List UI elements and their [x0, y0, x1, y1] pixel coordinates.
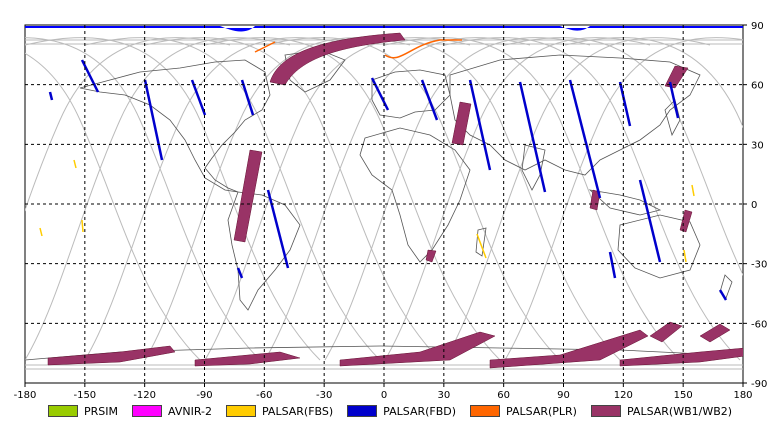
- legend-label: PALSAR(FBD): [383, 404, 457, 418]
- legend-item: PALSAR(FBS): [225, 404, 334, 418]
- legend-item: PALSAR(FBD): [347, 405, 456, 418]
- legend-swatch: [132, 405, 162, 417]
- lat-tick-label: -60: [751, 319, 767, 330]
- lon-tick-label: 180: [733, 390, 752, 401]
- fbs-strips: [39, 159, 695, 263]
- lon-tick-label: -150: [73, 390, 96, 401]
- lon-tick-label: 150: [674, 390, 693, 401]
- legend-label: PRSIM: [84, 404, 118, 418]
- lon-tick-label: 90: [557, 390, 570, 401]
- lon-tick-label: 0: [381, 390, 387, 401]
- legend-swatch: [470, 405, 501, 417]
- lon-tick-label: -90: [196, 390, 212, 401]
- legend: PRSIM AVNIR-2 PALSAR(FBS) PALSAR(FBD) PALSAR…: [48, 404, 746, 418]
- lat-tick-label: -90: [751, 379, 767, 390]
- lat-tick-label: -30: [751, 260, 767, 271]
- legend-item: PRSIM: [48, 405, 118, 418]
- legend-label: PALSAR(WB1/WB2): [626, 404, 733, 418]
- lat-tick-label: 30: [751, 140, 764, 151]
- legend-item: PALSAR(PLR): [470, 405, 577, 418]
- plr-strips: [254, 39, 462, 59]
- lon-tick-label: 120: [614, 390, 633, 401]
- legend-item: PALSAR(WB1/WB2): [590, 404, 733, 418]
- lat-tick-label: 0: [751, 200, 757, 211]
- lon-tick-label: 30: [437, 390, 450, 401]
- legend-item: AVNIR-2: [132, 405, 212, 418]
- lon-tick-label: 60: [497, 390, 510, 401]
- axis-ticks: [24, 24, 747, 387]
- map-plot-area: [24, 24, 744, 384]
- legend-label: PALSAR(FBS): [261, 404, 334, 418]
- legend-swatch: [347, 405, 378, 417]
- legend-label: AVNIR-2: [168, 404, 212, 418]
- legend-swatch: [225, 405, 256, 417]
- lon-tick-label: -60: [256, 390, 272, 401]
- legend-label: PALSAR(PLR): [506, 404, 577, 418]
- lon-tick-label: -120: [133, 390, 156, 401]
- lat-tick-label: 60: [751, 81, 764, 92]
- lon-tick-label: -180: [14, 390, 37, 401]
- lat-tick-label: 90: [751, 21, 764, 32]
- fbd-strips: [48, 59, 728, 301]
- wb-swaths: [47, 32, 743, 369]
- legend-swatch: [590, 405, 621, 417]
- lon-tick-label: -30: [316, 390, 332, 401]
- legend-swatch: [48, 405, 78, 417]
